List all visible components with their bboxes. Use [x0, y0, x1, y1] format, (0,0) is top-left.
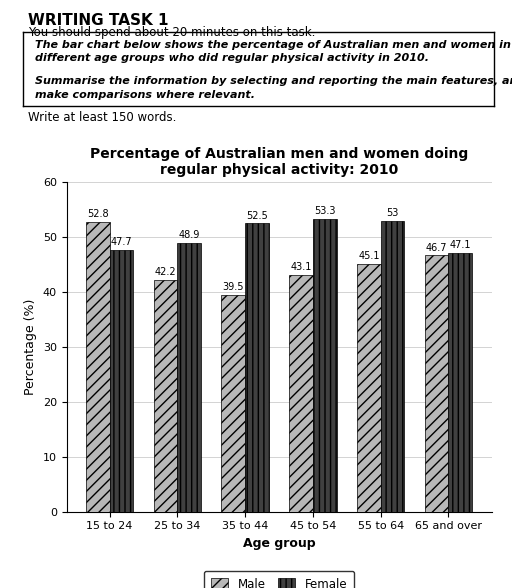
Text: The bar chart below shows the percentage of Australian men and women in
differen: The bar chart below shows the percentage…	[35, 40, 510, 63]
Bar	[289, 275, 313, 512]
Bar	[313, 219, 337, 512]
Text: 46.7: 46.7	[426, 242, 447, 252]
Bar	[221, 295, 245, 512]
Bar	[381, 220, 404, 512]
Text: 52.8: 52.8	[87, 209, 109, 219]
Bar	[425, 255, 449, 512]
Bar	[154, 280, 177, 512]
Text: 53: 53	[387, 208, 399, 218]
Legend: Male, Female: Male, Female	[204, 571, 354, 588]
Bar	[449, 253, 472, 512]
Bar	[86, 222, 110, 512]
X-axis label: Age group: Age group	[243, 537, 315, 550]
Text: 45.1: 45.1	[358, 251, 379, 261]
Y-axis label: Percentage (%): Percentage (%)	[24, 299, 37, 395]
Text: 53.3: 53.3	[314, 206, 335, 216]
Text: 42.2: 42.2	[155, 267, 176, 277]
Title: Percentage of Australian men and women doing
regular physical activity: 2010: Percentage of Australian men and women d…	[90, 147, 468, 177]
Bar	[110, 250, 133, 512]
Text: 47.7: 47.7	[111, 237, 132, 247]
Text: WRITING TASK 1: WRITING TASK 1	[28, 13, 168, 28]
Text: Write at least 150 words.: Write at least 150 words.	[28, 111, 177, 123]
Text: 39.5: 39.5	[223, 282, 244, 292]
Text: 52.5: 52.5	[246, 211, 268, 220]
Bar	[357, 264, 381, 512]
Text: You should spend about 20 minutes on this task.: You should spend about 20 minutes on thi…	[28, 26, 315, 39]
Text: 43.1: 43.1	[290, 262, 312, 272]
Text: Summarise the information by selecting and reporting the main features, and
make: Summarise the information by selecting a…	[35, 76, 512, 99]
Text: 47.1: 47.1	[450, 240, 471, 250]
Text: 48.9: 48.9	[179, 230, 200, 240]
Bar	[177, 243, 201, 512]
Bar	[245, 223, 269, 512]
